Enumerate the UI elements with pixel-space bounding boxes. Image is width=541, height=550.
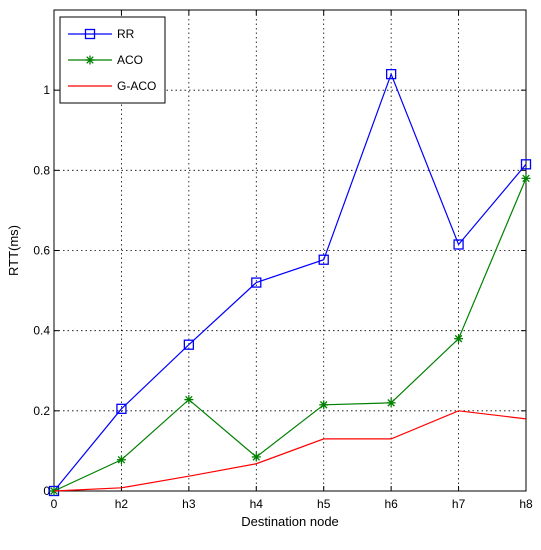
legend-item-g-aco: G-ACO bbox=[68, 79, 156, 93]
y-tick-label: 0.4 bbox=[33, 324, 50, 338]
series-g-aco bbox=[53, 410, 527, 492]
y-tick-label: 0.8 bbox=[33, 163, 50, 177]
data-point-star bbox=[319, 400, 329, 410]
data-point-star bbox=[85, 55, 95, 65]
x-axis-label: Destination node bbox=[241, 514, 339, 529]
y-tick-label: 0 bbox=[43, 484, 50, 498]
legend-label: ACO bbox=[117, 53, 143, 67]
data-point-star bbox=[184, 395, 194, 405]
x-tick-label: 0 bbox=[51, 497, 58, 511]
data-point-square bbox=[116, 403, 127, 414]
series-aco bbox=[49, 173, 531, 496]
data-point-star bbox=[521, 173, 531, 183]
x-tick-label: h3 bbox=[182, 497, 196, 511]
series-line-rr bbox=[53, 72, 527, 492]
x-tick-label: h2 bbox=[115, 497, 129, 511]
data-point-star bbox=[386, 398, 396, 408]
y-tick-label: 0.6 bbox=[33, 244, 50, 258]
data-point-square bbox=[520, 159, 532, 170]
data-point-square bbox=[183, 339, 195, 350]
legend-item-rr: RR bbox=[68, 27, 135, 41]
star-stroke bbox=[387, 399, 395, 407]
series-line-aco bbox=[53, 178, 527, 492]
y-axis: 0 0.2 0.4 0.6 0.8 1 bbox=[33, 83, 526, 498]
x-tick-label: h6 bbox=[384, 497, 398, 511]
y-tick-label: 1 bbox=[43, 83, 50, 97]
y-axis-label: RTT(ms) bbox=[6, 225, 21, 276]
data-point-star bbox=[116, 455, 126, 465]
legend-label: RR bbox=[117, 27, 135, 41]
star-stroke bbox=[454, 334, 463, 343]
data-point-star bbox=[454, 334, 464, 344]
star-stroke bbox=[319, 401, 328, 409]
data-point-star bbox=[251, 452, 261, 462]
series-line-g-aco bbox=[53, 410, 527, 492]
x-tick-label: h8 bbox=[519, 497, 533, 511]
star-stroke bbox=[86, 56, 94, 64]
star-stroke bbox=[185, 395, 193, 404]
legend: RR ACO G-ACO bbox=[59, 16, 166, 104]
star-stroke bbox=[117, 455, 126, 464]
star-stroke bbox=[522, 174, 530, 183]
x-tick-label: h5 bbox=[317, 497, 331, 511]
legend-label: G-ACO bbox=[117, 79, 156, 93]
data-point-square bbox=[84, 28, 96, 40]
series-rr bbox=[48, 68, 532, 497]
y-tick-label: 0.2 bbox=[33, 404, 50, 418]
data-point-square bbox=[251, 277, 262, 288]
legend-item-aco: ACO bbox=[68, 53, 143, 67]
x-axis: 0 h2 h3 h4 h5 h6 h7 h8 bbox=[51, 10, 533, 511]
star-stroke bbox=[252, 453, 261, 461]
data-point-square bbox=[385, 68, 397, 80]
data-point-square bbox=[453, 239, 464, 250]
x-tick-label: h4 bbox=[250, 497, 264, 511]
x-tick-label: h7 bbox=[452, 497, 466, 511]
data-point-square bbox=[318, 254, 329, 265]
series-layer bbox=[48, 68, 532, 497]
legend-box bbox=[59, 16, 166, 104]
